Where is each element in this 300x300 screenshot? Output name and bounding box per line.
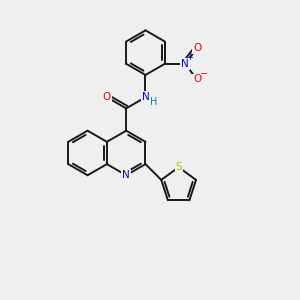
- Text: S: S: [175, 162, 182, 172]
- Text: H: H: [150, 97, 158, 107]
- Text: O: O: [193, 74, 201, 84]
- Text: +: +: [187, 53, 194, 62]
- Text: O: O: [193, 43, 201, 53]
- Text: −: −: [200, 69, 208, 79]
- Text: N: N: [122, 170, 130, 180]
- Text: O: O: [103, 92, 111, 102]
- Text: N: N: [142, 92, 149, 102]
- Text: N: N: [181, 59, 189, 69]
